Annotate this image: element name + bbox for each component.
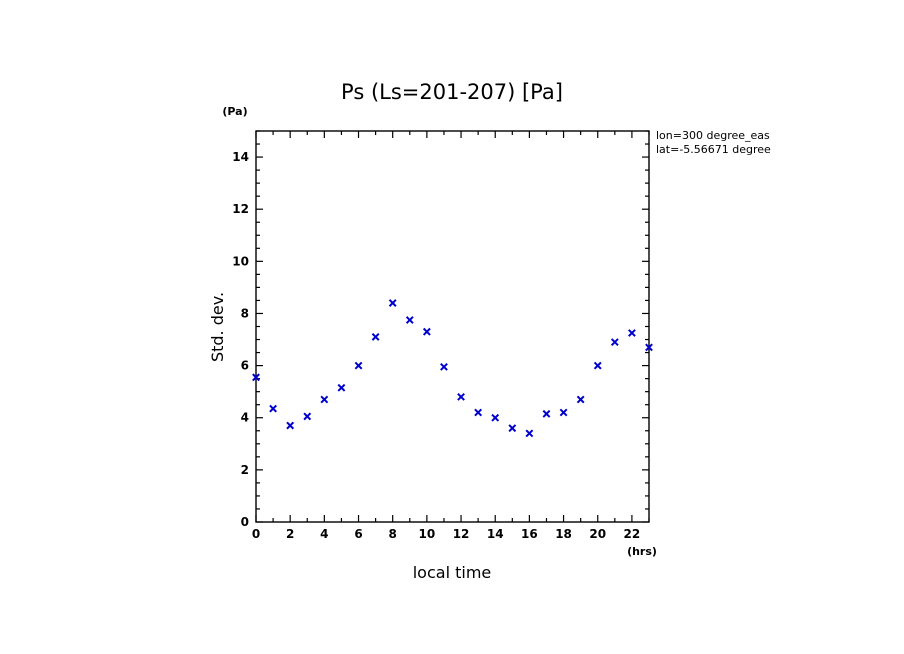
data-point: [269, 404, 277, 413]
x-tick-label: 6: [354, 527, 362, 541]
data-point: [525, 429, 534, 438]
x-tick-label: 22: [624, 527, 641, 541]
data-point: [610, 338, 619, 347]
y-tick-label: 14: [232, 150, 249, 164]
marker-stroke-b: [474, 408, 483, 417]
marker-stroke-b: [508, 424, 517, 433]
marker-stroke-b: [320, 395, 329, 404]
marker-stroke-b: [491, 413, 500, 422]
data-point: [440, 362, 448, 371]
x-tick-label: 16: [521, 527, 538, 541]
data-point: [628, 329, 636, 337]
x-tick-label: 18: [555, 527, 572, 541]
data-point: [371, 333, 380, 341]
marker-stroke-b: [525, 429, 534, 438]
data-points: [252, 299, 653, 438]
data-point: [559, 408, 568, 417]
lat-annotation: lat=-5.56671 degree: [656, 143, 771, 156]
axis-ticks: [255, 130, 650, 523]
marker-stroke-b: [286, 421, 295, 430]
data-point: [508, 424, 517, 433]
y-tick-label: 12: [232, 202, 249, 216]
x-tick-label: 8: [389, 527, 397, 541]
marker-stroke-b: [303, 412, 312, 421]
x-tick-label: 4: [320, 527, 328, 541]
marker-stroke-b: [405, 316, 414, 324]
data-point: [645, 343, 653, 352]
y-tick-label: 0: [241, 515, 249, 529]
lon-annotation: lon=300 degree_eas: [656, 129, 770, 142]
marker-stroke-b: [610, 338, 619, 347]
plot-frame: [255, 130, 650, 523]
data-point: [491, 413, 500, 422]
data-point: [388, 299, 397, 307]
x-unit-label: (hrs): [627, 545, 657, 558]
data-point: [422, 327, 431, 336]
y-tick-label: 10: [232, 254, 249, 268]
x-tick-label: 2: [286, 527, 294, 541]
data-point: [593, 361, 602, 370]
marker-stroke-b: [440, 362, 448, 371]
data-point: [320, 395, 329, 404]
data-point: [252, 373, 260, 382]
data-point: [576, 395, 585, 404]
marker-stroke-b: [388, 299, 397, 307]
data-point: [457, 392, 465, 401]
marker-stroke-b: [354, 361, 363, 370]
marker-stroke-b: [457, 392, 465, 401]
x-tick-label: 10: [419, 527, 436, 541]
x-axis-label: local time: [413, 563, 492, 582]
chart-title: Ps (Ls=201-207) [Pa]: [341, 80, 563, 104]
marker-stroke-b: [422, 327, 431, 336]
data-point: [337, 383, 346, 392]
y-tick-label: 8: [241, 306, 249, 320]
marker-stroke-b: [252, 373, 260, 382]
tick-labels: 0 2 4 6 8 10 12 14 16 18 20 22 0 2 4 6 8 10 12 14: [232, 150, 640, 541]
data-point: [303, 412, 312, 421]
marker-stroke-b: [645, 343, 653, 352]
marker-stroke-b: [559, 408, 568, 417]
data-point: [474, 408, 483, 417]
marker-stroke-b: [628, 329, 636, 337]
marker-stroke-b: [576, 395, 585, 404]
y-unit-label: (Pa): [222, 105, 247, 118]
marker-stroke-b: [371, 333, 380, 341]
data-point: [542, 409, 551, 418]
x-tick-label: 0: [252, 527, 260, 541]
y-tick-label: 4: [241, 411, 249, 425]
y-tick-label: 2: [241, 463, 249, 477]
x-tick-label: 12: [453, 527, 470, 541]
marker-stroke-b: [269, 404, 277, 413]
y-tick-label: 6: [241, 359, 249, 373]
data-point: [405, 316, 414, 324]
data-point: [286, 421, 295, 430]
x-tick-label: 14: [487, 527, 504, 541]
marker-stroke-b: [337, 383, 346, 392]
marker-stroke-b: [542, 409, 551, 418]
marker-stroke-b: [593, 361, 602, 370]
y-axis-label: Std. dev.: [208, 292, 227, 362]
data-point: [354, 361, 363, 370]
x-tick-label: 20: [589, 527, 606, 541]
